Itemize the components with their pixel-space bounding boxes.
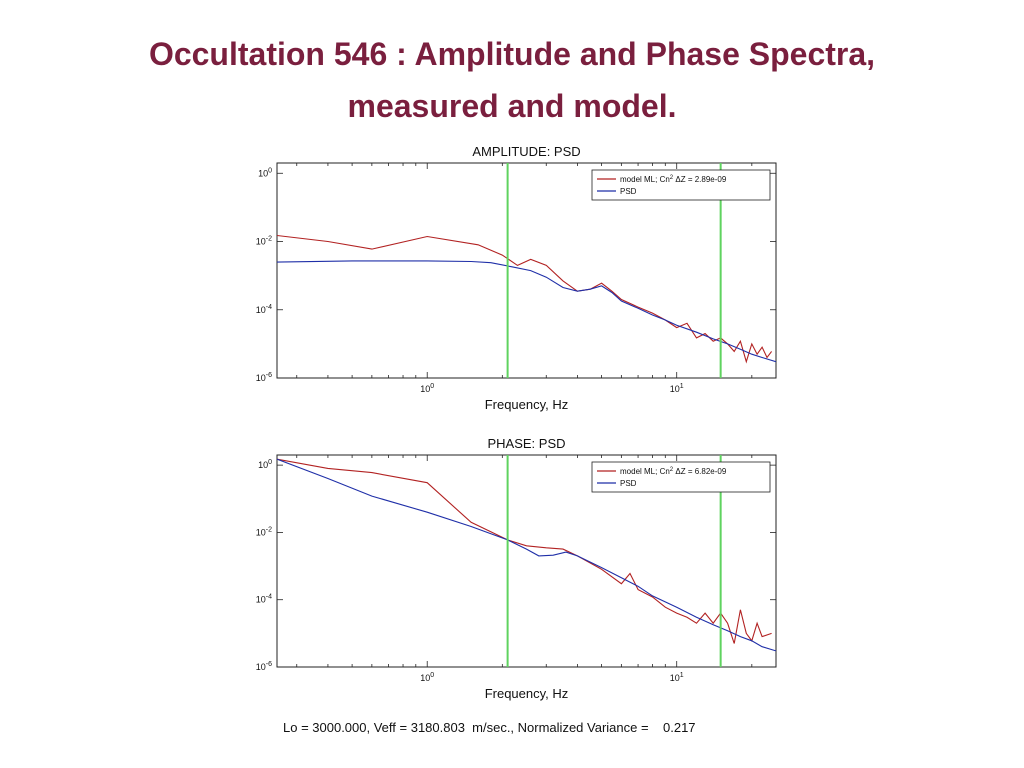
x-tick-label: 101 [670, 383, 684, 394]
chart-panel-2: PHASE: PSD 100 101 100 10-2 10-4 10-6 Frequency… [256, 436, 777, 701]
x-tick-label: 100 [420, 383, 434, 394]
slide-title-line-1: Occultation 546 : Amplitude and Phase Sp… [148, 36, 876, 72]
x-axis-label: Frequency, Hz [485, 397, 569, 412]
y-tick-label: 100 [258, 167, 272, 178]
y-tick-label: 100 [258, 459, 272, 470]
x-minor-ticks [296, 163, 753, 378]
chart-panel-1: AMPLITUDE: PSD 100 101 100 10-2 10-4 10-6 Frequ… [256, 144, 777, 412]
x-tick-label: 101 [670, 672, 684, 683]
series-line-psd [277, 260, 776, 363]
x-minor-ticks [296, 455, 753, 667]
legend-entry: PSD [620, 187, 637, 196]
legend-entry: PSD [620, 479, 637, 488]
chart-title: AMPLITUDE: PSD [472, 144, 580, 159]
y-tick-label: 10-2 [256, 236, 272, 247]
x-axis-label: Frequency, Hz [485, 686, 569, 701]
slide-title-line-2: measured and model. [347, 88, 677, 124]
x-tick-label: 100 [420, 672, 434, 683]
y-tick-label: 10-4 [256, 594, 272, 605]
series-line-model [277, 458, 772, 644]
footer-summary: Lo = 3000.000, Veff = 3180.803 m/sec., N… [283, 720, 696, 735]
legend-entry: model ML; Cn2 ΔZ = 2.89e-09 [620, 175, 727, 184]
legend-entry: model ML; Cn2 ΔZ = 6.82e-09 [620, 467, 727, 476]
y-tick-label: 10-2 [256, 526, 272, 537]
y-tick-label: 10-4 [256, 304, 272, 315]
legend: model ML; Cn2 ΔZ = 2.89e-09 PSD [591, 169, 771, 201]
legend: model ML; Cn2 ΔZ = 6.82e-09 PSD [591, 461, 771, 493]
series-line-psd [277, 458, 776, 652]
y-tick-label: 10-6 [256, 372, 272, 383]
slide-title: Occultation 546 : Amplitude and Phase Sp… [0, 28, 1024, 132]
y-tick-label: 10-6 [256, 661, 272, 672]
chart-title: PHASE: PSD [487, 436, 565, 451]
